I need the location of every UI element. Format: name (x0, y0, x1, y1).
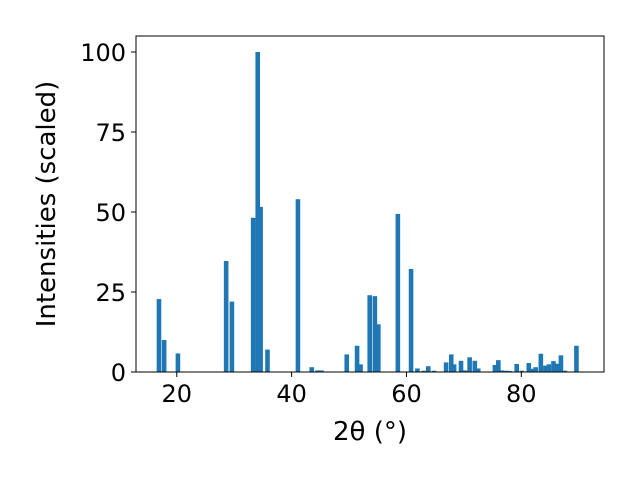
bar-0-15 (358, 364, 363, 372)
bar-0-23 (425, 366, 431, 372)
bar-0-43 (538, 353, 544, 372)
bar-0-27 (451, 364, 457, 372)
x-axis-ticks: 20 40 60 80 (161, 372, 537, 408)
bar-0-17 (372, 296, 378, 372)
bar-0-50 (574, 345, 579, 372)
y-axis-label: Intensities (scaled) (32, 81, 62, 328)
bar-0-33 (492, 364, 498, 372)
bar-0-12 (319, 370, 324, 372)
x-tick-label-0: 20 (161, 380, 192, 408)
bar-0-8 (265, 349, 270, 372)
bar-0-7 (258, 206, 263, 372)
bar-0-40 (526, 363, 532, 372)
bar-0-13 (344, 354, 350, 372)
bar-0-10 (309, 367, 315, 372)
bar-0-11 (315, 370, 320, 372)
bar-0-6 (255, 52, 261, 372)
x-tick-label-3: 80 (506, 380, 537, 408)
bar-0-48 (558, 355, 564, 372)
bar-0-19 (395, 213, 401, 372)
plot-frame (135, 35, 605, 373)
bar-0-5 (250, 217, 256, 372)
bar-0-18 (376, 324, 381, 372)
bar-0-3 (223, 260, 229, 372)
bar-0-34 (496, 360, 501, 372)
x-tick-label-1: 40 (276, 380, 307, 408)
bar-0-41 (530, 368, 536, 372)
bar-0-44 (543, 365, 548, 372)
bar-0-1 (161, 340, 167, 372)
bar-0-28 (458, 360, 464, 372)
bar-0-21 (415, 368, 420, 372)
bar-0-30 (467, 357, 472, 372)
bar-0-0 (156, 299, 162, 372)
x-axis-label: 2θ (°) (333, 417, 407, 447)
bar-0-42 (533, 367, 538, 372)
x-tick-label-2: 60 (391, 380, 422, 408)
bar-0-26 (448, 354, 454, 372)
bar-0-25 (443, 362, 449, 372)
bar-0-36 (504, 370, 509, 372)
bar-0-32 (475, 368, 481, 372)
bar-0-49 (562, 370, 568, 372)
bar-0-20 (408, 268, 414, 372)
bar-0-4 (229, 301, 235, 372)
bar-0-39 (519, 370, 525, 372)
bar-0-22 (421, 370, 426, 372)
y-tick-label-0: 0 (111, 359, 126, 387)
bar-0-24 (431, 370, 437, 372)
bar-0-46 (551, 361, 556, 372)
y-tick-label-2: 50 (95, 199, 126, 227)
bar-0-35 (499, 370, 505, 372)
bar-0-45 (546, 364, 552, 372)
bar-0-9 (295, 199, 301, 372)
y-tick-label-3: 75 (95, 119, 126, 147)
bar-0-29 (462, 370, 468, 372)
bar-0-14 (354, 345, 360, 372)
bar-0-38 (514, 364, 520, 372)
y-tick-label-4: 100 (80, 39, 126, 67)
y-tick-label-1: 25 (95, 279, 126, 307)
bar-0-31 (472, 360, 478, 372)
bars-group (156, 52, 579, 372)
bar-0-16 (367, 295, 373, 372)
y-axis-ticks: 0 25 50 75 100 (80, 39, 136, 387)
bar-0-47 (555, 363, 560, 372)
bar-0-2 (175, 353, 181, 372)
